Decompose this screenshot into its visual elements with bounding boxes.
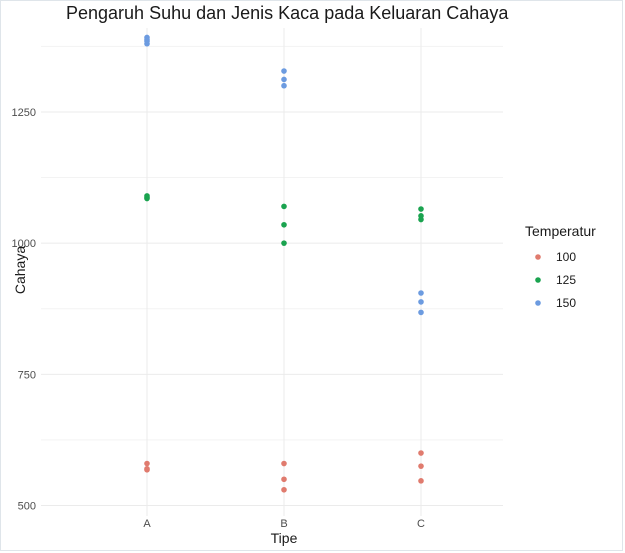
point-series-150 bbox=[144, 36, 150, 43]
x-tick-label: B bbox=[280, 518, 287, 530]
legend-label-100: 100 bbox=[556, 250, 576, 264]
point-series-125 bbox=[281, 203, 287, 210]
legend: Temperatur 100 125 150 bbox=[525, 223, 596, 310]
point-series-125 bbox=[281, 221, 287, 228]
point-series-100 bbox=[281, 460, 287, 467]
point-series-150 bbox=[281, 68, 287, 74]
y-axis-title: Cahaya bbox=[12, 246, 28, 294]
legend-key-125 bbox=[535, 277, 541, 283]
x-axis-title: Tipe bbox=[271, 530, 298, 546]
point-series-100 bbox=[418, 463, 424, 469]
legend-key-150 bbox=[535, 300, 541, 306]
point-series-125 bbox=[144, 194, 150, 201]
y-tick-label: 750 bbox=[18, 369, 36, 381]
point-series-150 bbox=[281, 76, 287, 83]
point-series-125 bbox=[418, 216, 424, 223]
point-series-125 bbox=[418, 206, 424, 212]
chart-title: Pengaruh Suhu dan Jenis Kaca pada Keluar… bbox=[66, 3, 509, 23]
legend-title: Temperatur bbox=[525, 223, 596, 239]
x-tick-label: A bbox=[143, 518, 151, 530]
point-series-100 bbox=[281, 476, 287, 483]
point-series-150 bbox=[418, 290, 424, 296]
tick-labels: 500 750 1000 1250 A B C bbox=[12, 107, 426, 530]
point-series-100 bbox=[144, 460, 150, 467]
y-tick-label: 1000 bbox=[12, 238, 36, 250]
point-series-150 bbox=[281, 82, 287, 89]
legend-items: 100 125 150 bbox=[535, 250, 576, 310]
point-series-150 bbox=[418, 299, 424, 305]
point-series-150 bbox=[418, 309, 424, 316]
data-points bbox=[144, 34, 424, 493]
point-series-100 bbox=[418, 450, 424, 456]
point-series-125 bbox=[281, 240, 287, 246]
legend-label-150: 150 bbox=[556, 296, 576, 310]
y-tick-label: 500 bbox=[18, 501, 36, 513]
x-tick-label: C bbox=[417, 518, 425, 530]
y-tick-label: 1250 bbox=[12, 107, 36, 119]
legend-key-100 bbox=[535, 254, 541, 260]
legend-label-125: 125 bbox=[556, 273, 576, 287]
point-series-100 bbox=[144, 465, 150, 472]
grid-lines bbox=[41, 28, 503, 516]
point-series-100 bbox=[418, 478, 424, 484]
point-series-100 bbox=[281, 486, 287, 493]
